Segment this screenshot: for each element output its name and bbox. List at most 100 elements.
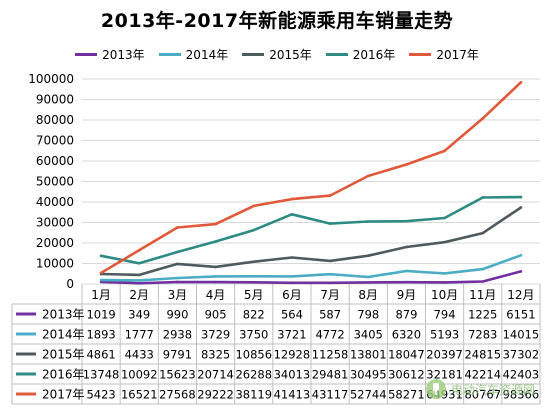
y-tick-label: 90000 (36, 93, 74, 107)
data-label: 80767 (464, 388, 501, 402)
data-label: 37302 (503, 348, 540, 362)
data-label: 13801 (350, 348, 387, 362)
data-point (290, 197, 294, 201)
table-series-label: 2016年 (42, 368, 85, 382)
data-label: 3721 (277, 328, 306, 342)
table-series-label: 2015年 (42, 348, 85, 362)
data-label: 26288 (235, 368, 272, 382)
data-point (252, 204, 256, 208)
data-point (443, 240, 446, 244)
legend-label: 2017年 (436, 47, 479, 62)
data-label: 2938 (163, 328, 192, 342)
data-label: 43117 (312, 388, 349, 402)
data-label: 29481 (312, 368, 349, 382)
data-point (290, 275, 294, 278)
data-point (99, 254, 103, 258)
series-line (99, 206, 523, 277)
data-point (519, 195, 523, 199)
data-point (328, 272, 332, 276)
data-label: 10856 (235, 348, 272, 362)
data-label: 27568 (159, 388, 196, 402)
series-line (99, 270, 523, 285)
table-series-label: 2014年 (42, 328, 85, 342)
data-label: 794 (434, 308, 456, 322)
data-point (328, 222, 332, 225)
data-label: 1777 (125, 328, 154, 342)
data-label: 5193 (430, 328, 459, 342)
legend-label: 2016年 (352, 47, 396, 62)
data-point (519, 206, 523, 209)
y-tick-label: 70000 (36, 134, 74, 148)
data-label: 1893 (86, 328, 115, 342)
data-point (366, 275, 370, 279)
legend-swatch (158, 52, 181, 56)
data-point (405, 163, 408, 166)
data-label: 905 (205, 308, 227, 322)
data-label: 9791 (163, 348, 192, 362)
y-tick-label: 10000 (36, 257, 74, 271)
data-label: 13748 (83, 368, 120, 382)
data-label: 1019 (86, 308, 115, 322)
data-point (252, 275, 256, 278)
data-label: 349 (128, 308, 150, 322)
data-label: 6151 (506, 308, 535, 322)
data-point (176, 226, 179, 229)
data-point (366, 174, 370, 178)
data-label: 20714 (197, 368, 234, 382)
data-point (290, 212, 294, 216)
data-point (137, 281, 141, 285)
data-label: 798 (357, 308, 379, 322)
y-tick-label: 40000 (36, 195, 74, 209)
data-point (443, 281, 446, 284)
data-label: 42214 (464, 368, 501, 382)
legend-item: 2017年 (409, 46, 479, 63)
x-tick-label: 3月 (168, 288, 188, 302)
y-tick-label: 30000 (36, 216, 74, 230)
data-label: 564 (281, 308, 303, 322)
data-label: 15623 (159, 368, 196, 382)
data-point (443, 149, 446, 153)
data-point (519, 253, 523, 257)
data-label: 1225 (468, 308, 497, 322)
legend-swatch (242, 52, 265, 56)
data-label: 879 (395, 308, 417, 322)
data-point (99, 280, 103, 284)
table-series-label: 2017年 (42, 388, 85, 402)
data-label: 32181 (426, 368, 463, 382)
data-point (366, 220, 370, 223)
data-point (481, 196, 485, 199)
chart-legend: 2013年 2014年 2015年 2016年 2017年 (0, 44, 554, 64)
data-label: 24815 (464, 348, 501, 362)
data-point (405, 219, 408, 223)
data-point (519, 270, 523, 273)
x-tick-label: 1月 (91, 288, 111, 302)
data-label: 42403 (503, 368, 540, 382)
data-label: 41413 (274, 388, 311, 402)
data-label: 30612 (388, 368, 425, 382)
data-label: 34013 (274, 368, 311, 382)
data-point (328, 281, 332, 285)
data-label: 8325 (201, 348, 230, 362)
data-point (137, 262, 141, 265)
data-point (137, 279, 141, 282)
y-tick-label: 80000 (36, 113, 74, 127)
legend-swatch (75, 52, 98, 56)
data-label: 990 (166, 308, 188, 322)
x-tick-label: 10月 (431, 288, 458, 302)
x-tick-label: 7月 (320, 288, 340, 302)
data-label: 29222 (197, 388, 234, 402)
x-tick-label: 6月 (282, 288, 302, 302)
data-label: 822 (243, 308, 265, 322)
data-point (176, 262, 179, 266)
data-label: 14015 (503, 328, 540, 342)
data-label: 38119 (235, 388, 272, 402)
data-point (405, 280, 408, 284)
y-tick-label: 60000 (36, 154, 74, 168)
x-tick-label: 12月 (507, 288, 534, 302)
data-point (176, 250, 179, 254)
data-point (443, 272, 446, 275)
data-point (481, 231, 485, 235)
x-tick-label: 2月 (129, 288, 149, 302)
legend-swatch (409, 52, 432, 56)
